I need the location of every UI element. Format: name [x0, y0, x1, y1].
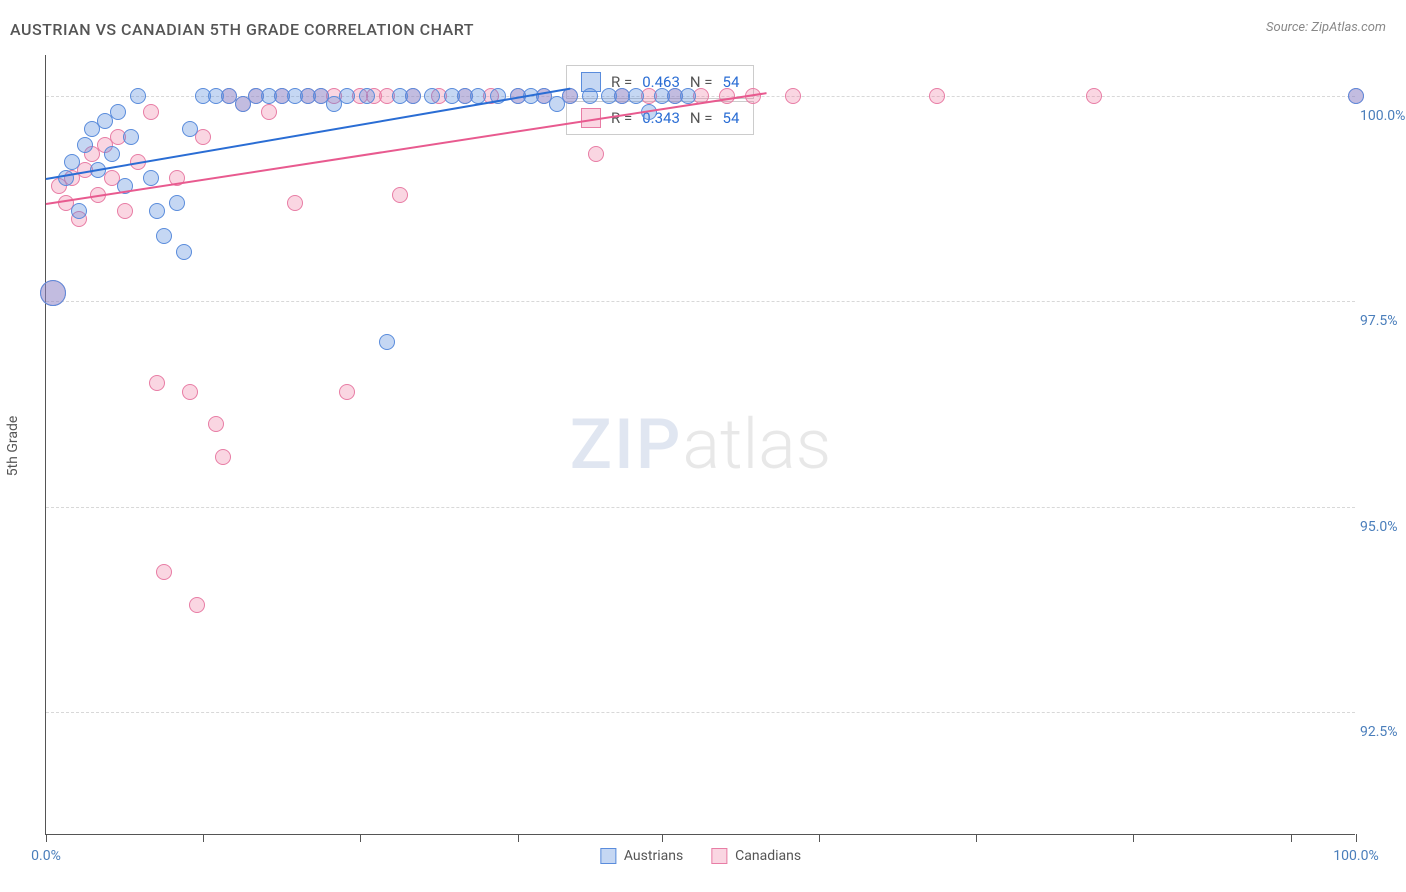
- grid-line: [46, 301, 1355, 302]
- austrian-point: [143, 170, 159, 186]
- austrian-point: [1348, 88, 1364, 104]
- austrian-point: [156, 228, 172, 244]
- chart-title: AUSTRIAN VS CANADIAN 5TH GRADE CORRELATI…: [10, 20, 474, 39]
- y-axis-label: 5th Grade: [5, 416, 21, 477]
- legend-item-canadians: Canadians: [711, 848, 801, 864]
- austrian-point: [628, 88, 644, 104]
- austrian-point: [680, 88, 696, 104]
- x-tick: [819, 834, 820, 842]
- canadian-point: [143, 104, 159, 120]
- legend-label: Canadians: [735, 848, 801, 864]
- austrian-swatch-icon: [600, 848, 616, 864]
- austrian-point: [359, 88, 375, 104]
- austrian-point: [339, 88, 355, 104]
- watermark-atlas: atlas: [682, 404, 831, 486]
- canadian-point: [117, 203, 133, 219]
- austrian-point: [424, 88, 440, 104]
- canadian-point: [182, 384, 198, 400]
- austrian-point: [182, 121, 198, 137]
- austrian-point: [582, 88, 598, 104]
- grid-line: [46, 507, 1355, 508]
- x-tick: [360, 834, 361, 842]
- canadian-point: [261, 104, 277, 120]
- canadian-swatch-icon: [711, 848, 727, 864]
- n-label: N =: [690, 109, 713, 127]
- austrian-point: [64, 154, 80, 170]
- canadian-point: [189, 597, 205, 613]
- austrian-point: [104, 146, 120, 162]
- source-attribution: Source: ZipAtlas.com: [1266, 20, 1386, 35]
- chart-plot-area: ZIPatlas R = 0.463 N = 54 R = 0.343 N = …: [45, 55, 1355, 835]
- austrian-point: [176, 244, 192, 260]
- watermark: ZIPatlas: [570, 404, 832, 486]
- canadian-point: [339, 384, 355, 400]
- austrian-point: [405, 88, 421, 104]
- x-tick: [46, 834, 47, 842]
- austrian-point: [77, 137, 93, 153]
- x-tick: [1133, 834, 1134, 842]
- canadian-point: [149, 375, 165, 391]
- canadian-point: [215, 449, 231, 465]
- x-tick: [1356, 834, 1357, 842]
- x-tick: [203, 834, 204, 842]
- y-tick-label: 100.0%: [1360, 108, 1406, 124]
- austrian-point: [71, 203, 87, 219]
- legend-item-austrians: Austrians: [600, 848, 683, 864]
- canadian-point: [1086, 88, 1102, 104]
- austrian-point: [40, 280, 66, 306]
- x-tick-label: 100.0%: [1333, 848, 1378, 864]
- canadian-point: [719, 88, 735, 104]
- canadian-point: [929, 88, 945, 104]
- n-value: 54: [723, 109, 740, 127]
- x-tick: [662, 834, 663, 842]
- r-label: R =: [611, 109, 632, 127]
- austrian-point: [149, 203, 165, 219]
- canadian-point: [208, 416, 224, 432]
- austrian-point: [169, 195, 185, 211]
- austrian-point: [110, 104, 126, 120]
- legend-label: Austrians: [624, 848, 683, 864]
- x-tick: [976, 834, 977, 842]
- bottom-legend: Austrians Canadians: [600, 848, 801, 864]
- austrian-point: [130, 88, 146, 104]
- y-tick-label: 97.5%: [1360, 313, 1406, 329]
- x-tick: [1291, 834, 1292, 842]
- y-tick-label: 95.0%: [1360, 519, 1406, 535]
- canadian-point: [287, 195, 303, 211]
- austrian-point: [379, 334, 395, 350]
- y-tick-label: 92.5%: [1360, 724, 1406, 740]
- canadian-point: [588, 146, 604, 162]
- austrian-point: [123, 129, 139, 145]
- grid-line: [46, 712, 1355, 713]
- watermark-zip: ZIP: [570, 404, 683, 486]
- canadian-point: [785, 88, 801, 104]
- canadian-point: [156, 564, 172, 580]
- x-tick-label: 0.0%: [31, 848, 61, 864]
- x-tick: [518, 834, 519, 842]
- canadian-point: [392, 187, 408, 203]
